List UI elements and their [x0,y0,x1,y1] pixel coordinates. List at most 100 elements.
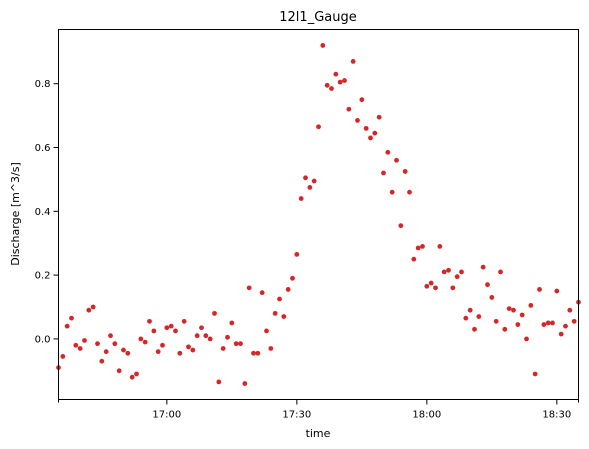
data-point-46 [255,350,261,356]
data-point-73 [372,130,378,136]
data-point-17 [129,374,135,380]
data-point-92 [454,274,460,280]
data-point-25 [164,325,170,331]
data-point-2 [64,323,70,329]
data-point-69 [355,118,360,123]
data-point-71 [363,125,369,131]
data-point-95 [467,307,473,313]
data-point-53 [285,287,291,292]
data-point-31 [190,347,196,353]
data-point-36 [212,310,217,316]
data-point-51 [277,296,282,302]
data-point-59 [311,178,317,184]
data-point-28 [177,350,183,356]
data-point-41 [233,341,239,347]
data-point-85 [424,283,430,289]
data-point-76 [385,149,391,155]
x-tick-label-0: 17:00 [152,410,181,421]
data-point-116 [558,331,564,337]
data-point-87 [433,285,438,291]
data-point-86 [428,280,434,286]
data-point-79 [398,223,404,229]
x-axis-label: time [306,427,331,440]
data-point-24 [160,342,165,348]
x-tick-label-1: 17:30 [282,410,311,421]
data-point-42 [238,341,243,347]
data-point-35 [207,336,213,342]
y-tick-label-1: 0.2 [35,271,51,282]
data-point-93 [459,269,464,275]
data-point-110 [532,371,538,377]
data-point-56 [298,196,304,201]
data-point-16 [125,350,131,356]
y-tick-label-3: 0.6 [35,143,51,154]
data-point-50 [272,310,278,316]
data-point-40 [229,320,235,326]
chart-title: 12l1_Gauge [279,10,356,25]
data-point-96 [472,326,477,332]
data-point-58 [307,184,313,190]
data-point-94 [463,315,469,321]
y-tick-label-0: 0.0 [35,334,51,345]
data-point-65 [337,79,343,85]
data-point-47 [259,290,265,296]
data-point-62 [324,82,330,88]
data-point-70 [359,97,365,103]
data-point-1 [60,354,66,359]
data-point-54 [290,275,295,281]
data-point-88 [437,244,443,249]
data-point-113 [545,320,551,326]
data-point-100 [489,295,495,300]
x-axis-ticks: 17:00 17:30 18:00 18:30 [58,399,579,421]
data-point-115 [554,288,560,294]
data-point-55 [294,251,300,257]
data-point-52 [281,314,287,319]
data-point-89 [441,269,447,275]
data-point-32 [194,333,200,339]
data-point-63 [329,86,334,91]
data-point-14 [116,368,122,374]
data-point-81 [407,189,412,195]
data-point-90 [446,267,451,273]
y-tick-label-4: 0.8 [35,79,51,90]
data-point-45 [251,350,256,356]
data-point-15 [121,347,126,353]
y-axis-label: Discharge [m^3/s] [9,162,22,266]
data-point-9 [95,341,100,347]
data-point-112 [541,322,547,327]
data-point-21 [147,318,152,324]
y-tick-label-2: 0.4 [35,207,51,218]
data-point-114 [550,320,555,326]
data-point-57 [303,175,308,181]
data-point-102 [498,269,503,275]
data-point-118 [567,307,573,313]
data-point-80 [402,169,408,174]
data-point-72 [368,135,373,141]
data-point-34 [203,333,209,339]
data-point-19 [138,336,144,342]
data-point-44 [246,285,252,291]
data-point-5 [77,346,83,351]
data-point-10 [99,358,105,364]
data-point-27 [173,328,178,334]
data-point-68 [350,59,356,64]
data-point-22 [151,328,157,334]
data-point-67 [346,106,352,112]
data-point-64 [333,71,339,77]
data-point-60 [316,124,321,130]
data-point-6 [82,338,87,343]
data-point-13 [112,341,118,347]
data-point-48 [264,328,269,334]
data-point-39 [225,334,230,340]
data-point-61 [320,43,326,48]
data-point-7 [86,307,92,313]
data-point-43 [242,381,248,386]
data-point-49 [268,346,274,351]
data-point-26 [168,323,174,329]
data-points [56,43,581,386]
data-point-33 [199,325,204,331]
data-point-83 [415,245,421,251]
data-point-104 [506,306,512,311]
data-point-78 [394,157,399,163]
data-point-117 [563,323,568,329]
